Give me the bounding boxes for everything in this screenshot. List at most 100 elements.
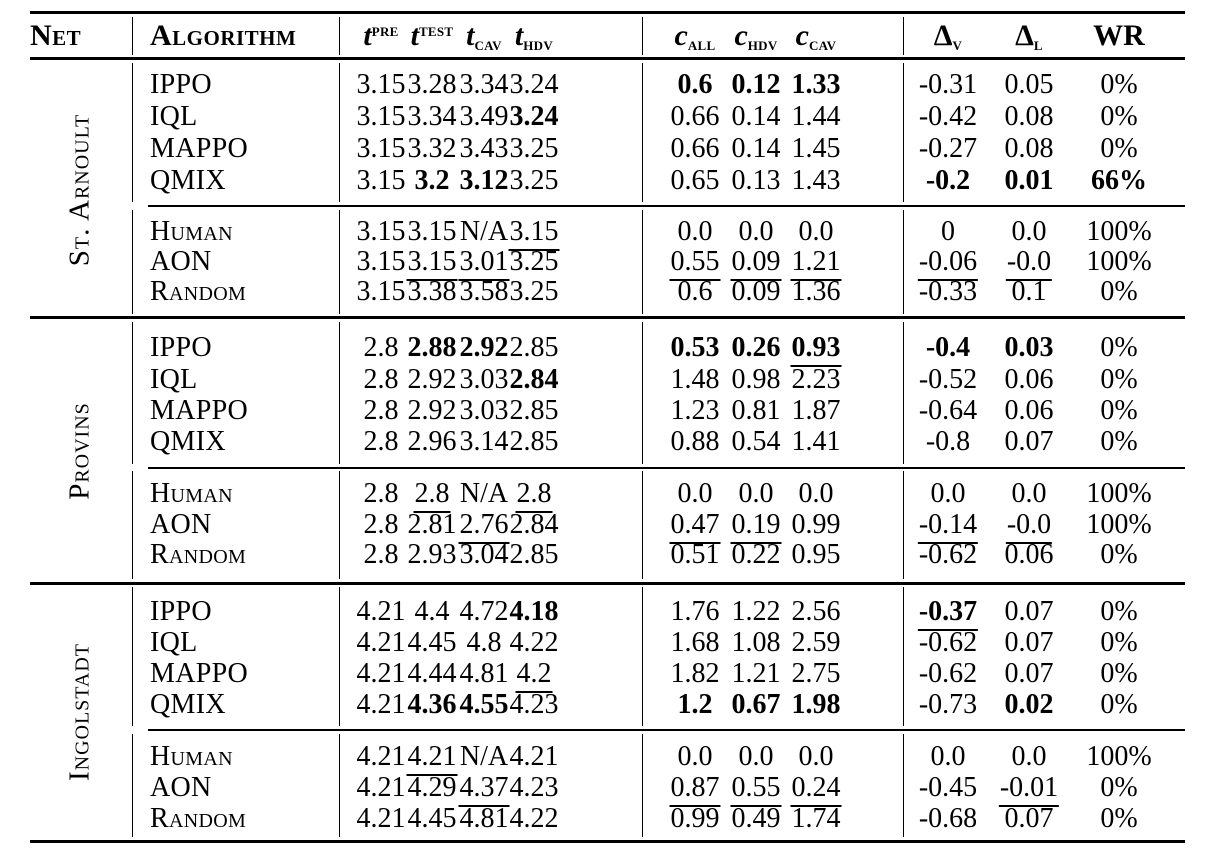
value-text: 0.95: [791, 539, 841, 570]
value-text: 1.33: [791, 69, 841, 100]
value-cell-delta-l: 0.07: [1005, 627, 1054, 659]
vertical-rule: [641, 17, 644, 55]
value-text: 2.85: [509, 332, 559, 363]
value-cell-c-cav: 1.45: [792, 133, 841, 165]
value-text: 0.67: [731, 689, 781, 720]
value-cell-t-pre: 4.21: [357, 689, 406, 721]
value-cell-t-hdv: 2.85: [510, 332, 559, 364]
value-cell-t-pre: 3.15: [357, 133, 406, 165]
value-cell-delta-v: -0.52: [919, 364, 977, 396]
value-cell-t-test: 4.45: [408, 803, 457, 835]
value-text: 2.8: [363, 539, 399, 570]
value-text: 3.25: [509, 165, 559, 196]
table-row: AON 2.8 2.81 2.76 2.84 0.47 0.19 0.99 -0.14 -0.0 1…: [0, 509, 1217, 544]
value-cell-wr: 0%: [1100, 133, 1137, 165]
value-cell-wr: 0%: [1100, 658, 1137, 690]
value-cell-t-cav: 3.58: [460, 276, 509, 308]
value-cell-t-hdv: 2.85: [510, 395, 559, 427]
column-header-c-all: call: [675, 19, 716, 54]
value-text: 100%: [1086, 478, 1152, 509]
value-cell-c-cav: 2.23: [792, 364, 841, 396]
value-cell-c-hdv: 0.14: [732, 133, 781, 165]
value-cell-delta-l: 0.02: [1005, 689, 1054, 721]
table-row: QMIX 3.15 3.2 3.12 3.25 0.65 0.13 1.43 -0.2 0.01 6…: [0, 165, 1217, 197]
value-cell-t-test: 2.96: [408, 426, 457, 458]
value-cell-t-test: 3.15: [408, 216, 457, 248]
value-text: 0.55: [669, 246, 721, 281]
value-text: 2.76: [458, 509, 510, 544]
value-text: 4.21: [356, 689, 406, 720]
value-cell-t-hdv: 2.84: [510, 364, 559, 396]
value-text: 0.51: [670, 539, 720, 570]
vertical-rule: [131, 17, 134, 55]
value-cell-delta-v: -0.31: [919, 69, 977, 101]
column-header-t-cav: tcav: [466, 19, 502, 54]
algorithm-cell: MAPPO: [150, 133, 248, 164]
value-cell-c-cav: 1.33: [792, 69, 841, 101]
vertical-rule: [641, 734, 644, 837]
value-cell-t-pre: 2.8: [364, 332, 399, 364]
value-text: 2.8: [363, 509, 399, 540]
value-cell-t-cav: N/A: [460, 478, 508, 510]
t-pre-script: pre: [371, 20, 399, 40]
value-cell-t-hdv: 4.22: [510, 803, 559, 835]
algorithm-cell: Random: [150, 803, 247, 834]
value-text: 4.23: [509, 772, 559, 803]
value-text: 0.08: [1004, 133, 1054, 164]
table-row: MAPPO 4.21 4.44 4.81 4.2 1.82 1.21 2.75 -0.62 0.0…: [0, 658, 1217, 693]
column-header-net: Net: [30, 19, 82, 52]
value-cell-wr: 0%: [1100, 426, 1137, 458]
value-cell-t-hdv: 3.24: [510, 101, 559, 133]
value-text: 0.12: [731, 69, 781, 100]
value-text: 2.92: [407, 395, 457, 426]
table-row: Random 3.15 3.38 3.58 3.25 0.6 0.09 1.36 -0.33 0.…: [0, 276, 1217, 308]
value-text: 4.21: [509, 741, 559, 772]
value-text: 0.6: [677, 276, 713, 307]
value-text: 3.25: [509, 246, 559, 277]
value-cell-delta-v: 0: [941, 216, 955, 248]
value-text: 1.74: [791, 803, 841, 834]
value-text: 0.0: [738, 741, 774, 772]
value-text: -0.31: [918, 69, 978, 100]
column-header-t-pre: tpre: [363, 19, 398, 53]
value-text: 4.22: [509, 627, 559, 658]
value-text: 3.24: [509, 69, 559, 100]
table-row: QMIX 2.8 2.96 3.14 2.85 0.88 0.54 1.41 -0.8 0.07 0…: [0, 426, 1217, 458]
value-cell-t-cav: 4.55: [460, 689, 509, 721]
algorithm-cell: Random: [150, 539, 247, 570]
value-cell-t-cav: 3.14: [460, 426, 509, 458]
t-cav-symbol: t: [466, 19, 475, 52]
value-cell-t-test: 4.21: [406, 741, 458, 776]
value-text: 4.81: [459, 658, 509, 689]
vertical-rule: [338, 63, 341, 202]
value-cell-wr: 100%: [1086, 478, 1151, 510]
vertical-rule: [338, 734, 341, 837]
value-text: 0.1: [1011, 276, 1047, 307]
value-cell-c-hdv: 1.22: [732, 596, 781, 628]
value-cell-delta-v: -0.62: [919, 627, 977, 659]
column-header-t-test: ttest: [411, 19, 454, 53]
algorithm-cell: AON: [150, 509, 212, 540]
value-text: N/A: [459, 478, 509, 509]
value-text: -0.01: [998, 772, 1060, 807]
value-text: 4.21: [356, 772, 406, 803]
value-text: 0.47: [669, 509, 721, 544]
horizontal-rule: [30, 316, 1185, 319]
value-text: 3.01: [458, 246, 510, 281]
value-text: 0.81: [731, 395, 781, 426]
value-text: 1.36: [791, 276, 841, 307]
value-cell-t-cav: 3.34: [460, 69, 509, 101]
value-cell-wr: 100%: [1086, 246, 1151, 278]
value-text: 0%: [1100, 133, 1138, 164]
value-text: 3.2: [414, 165, 450, 196]
value-cell-c-hdv: 0.49: [732, 803, 781, 835]
value-cell-c-all: 0.87: [669, 772, 721, 807]
value-text: -0.0: [1005, 246, 1053, 281]
value-cell-delta-v: -0.8: [926, 426, 970, 458]
value-text: 1.41: [791, 426, 841, 457]
value-cell-delta-l: 0.06: [1005, 539, 1054, 571]
value-text: 3.15: [356, 101, 406, 132]
value-text: 0.14: [731, 133, 781, 164]
vertical-rule: [338, 17, 341, 55]
value-text: 4.55: [459, 689, 509, 720]
